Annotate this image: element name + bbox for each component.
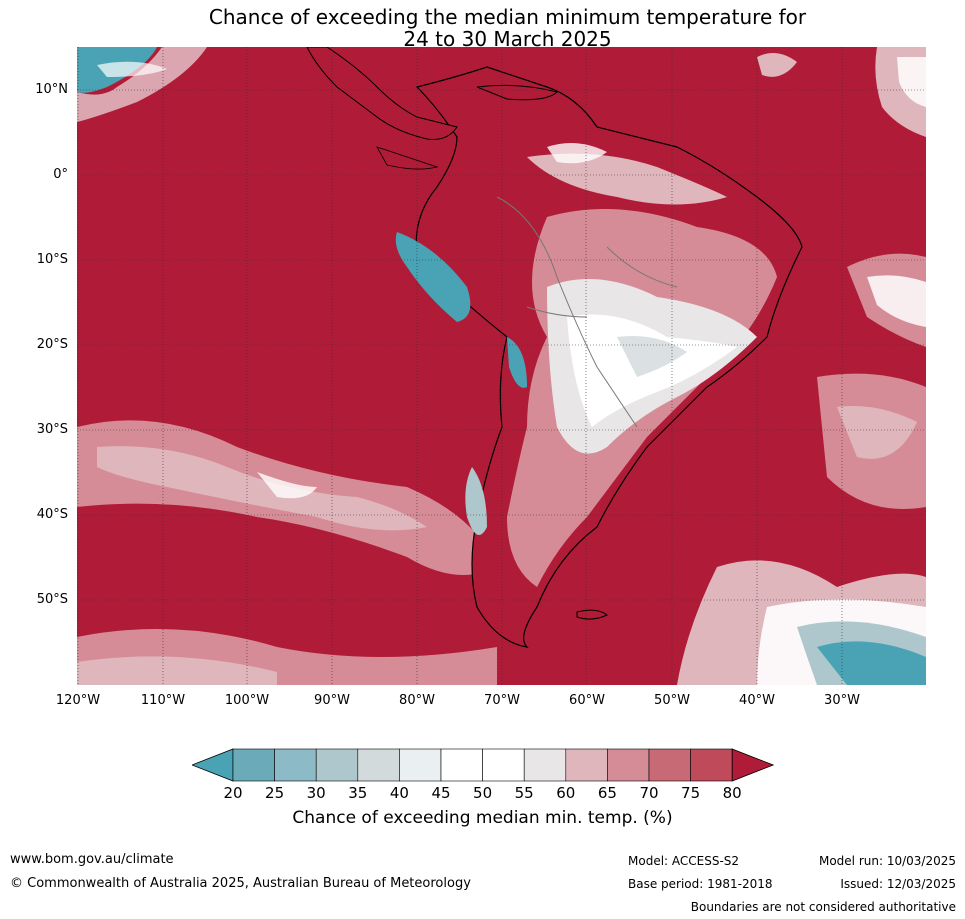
colorbar-cell <box>607 748 650 782</box>
map-title-line2: 24 to 30 March 2025 <box>403 27 612 51</box>
graticule <box>77 47 926 685</box>
colorbar-cell <box>565 748 608 782</box>
lon-label-110w: 110°W <box>140 693 186 708</box>
lat-label-30s: 30°S <box>36 422 68 437</box>
lat-label-10s: 10°S <box>36 252 68 267</box>
colorbar-tick-label: 25 <box>265 784 285 802</box>
lat-label-50s: 50°S <box>36 592 68 607</box>
colorbar-tick-label: 35 <box>348 784 368 802</box>
colorbar-cell <box>357 748 400 782</box>
copyright-text: © Commonwealth of Australia 2025, Austra… <box>10 876 471 891</box>
colorbar-tick-label: 55 <box>514 784 534 802</box>
colorbar-cell <box>399 748 442 782</box>
base-period-text: Base period: 1981-2018 <box>628 877 773 891</box>
model-run-text: Model run: 10/03/2025 <box>818 854 956 868</box>
colorbar-cell <box>690 748 733 782</box>
colorbar-tick-label: 30 <box>306 784 326 802</box>
colorbar <box>192 748 774 782</box>
lon-label-70w: 70°W <box>484 693 520 708</box>
colorbar-tick-label: 75 <box>681 784 701 802</box>
lon-label-100w: 100°W <box>224 693 270 708</box>
lat-label-10n: 10°N <box>35 82 68 97</box>
colorbar-tick-label: 40 <box>389 784 409 802</box>
colorbar-tick-label: 80 <box>722 784 742 802</box>
colorbar-tick-label: 20 <box>223 784 243 802</box>
lon-label-40w: 40°W <box>739 693 775 708</box>
lon-label-120w: 120°W <box>55 693 101 708</box>
colorbar-tick-label: 60 <box>556 784 576 802</box>
issued-text: Issued: 12/03/2025 <box>840 877 956 891</box>
colorbar-cell <box>274 748 317 782</box>
colorbar-tick-label: 65 <box>597 784 617 802</box>
colorbar-cell <box>648 748 691 782</box>
model-text: Model: ACCESS-S2 <box>628 854 740 868</box>
lon-label-50w: 50°W <box>654 693 690 708</box>
colorbar-cell <box>523 748 567 782</box>
colorbar-label: Chance of exceeding median min. temp. (%… <box>292 808 673 828</box>
lon-label-30w: 30°W <box>824 693 860 708</box>
lon-label-60w: 60°W <box>569 693 605 708</box>
disclaimer-text: Boundaries are not considered authoritat… <box>690 900 956 914</box>
lon-label-80w: 80°W <box>399 693 435 708</box>
map-title-line1: Chance of exceeding the median minimum t… <box>208 5 807 29</box>
lat-label-20s: 20°S <box>36 337 68 352</box>
south-america-land <box>395 66 803 648</box>
forecast-map <box>77 47 926 685</box>
colorbar-cell <box>440 748 483 782</box>
website-text: www.bom.gov.au/climate <box>10 852 174 867</box>
colorbar-cell <box>315 748 359 782</box>
lon-label-90w: 90°W <box>314 693 350 708</box>
colorbar-arrow-low <box>192 748 234 782</box>
colorbar-tick-label: 50 <box>473 784 493 802</box>
lat-label-40s: 40°S <box>36 507 68 522</box>
colorbar-arrow-high <box>731 748 774 782</box>
colorbar-cell <box>232 748 275 782</box>
colorbar-cell <box>482 748 525 782</box>
lat-label-0: 0° <box>53 167 68 182</box>
colorbar-tick-label: 70 <box>639 784 659 802</box>
colorbar-tick-label: 45 <box>431 784 451 802</box>
